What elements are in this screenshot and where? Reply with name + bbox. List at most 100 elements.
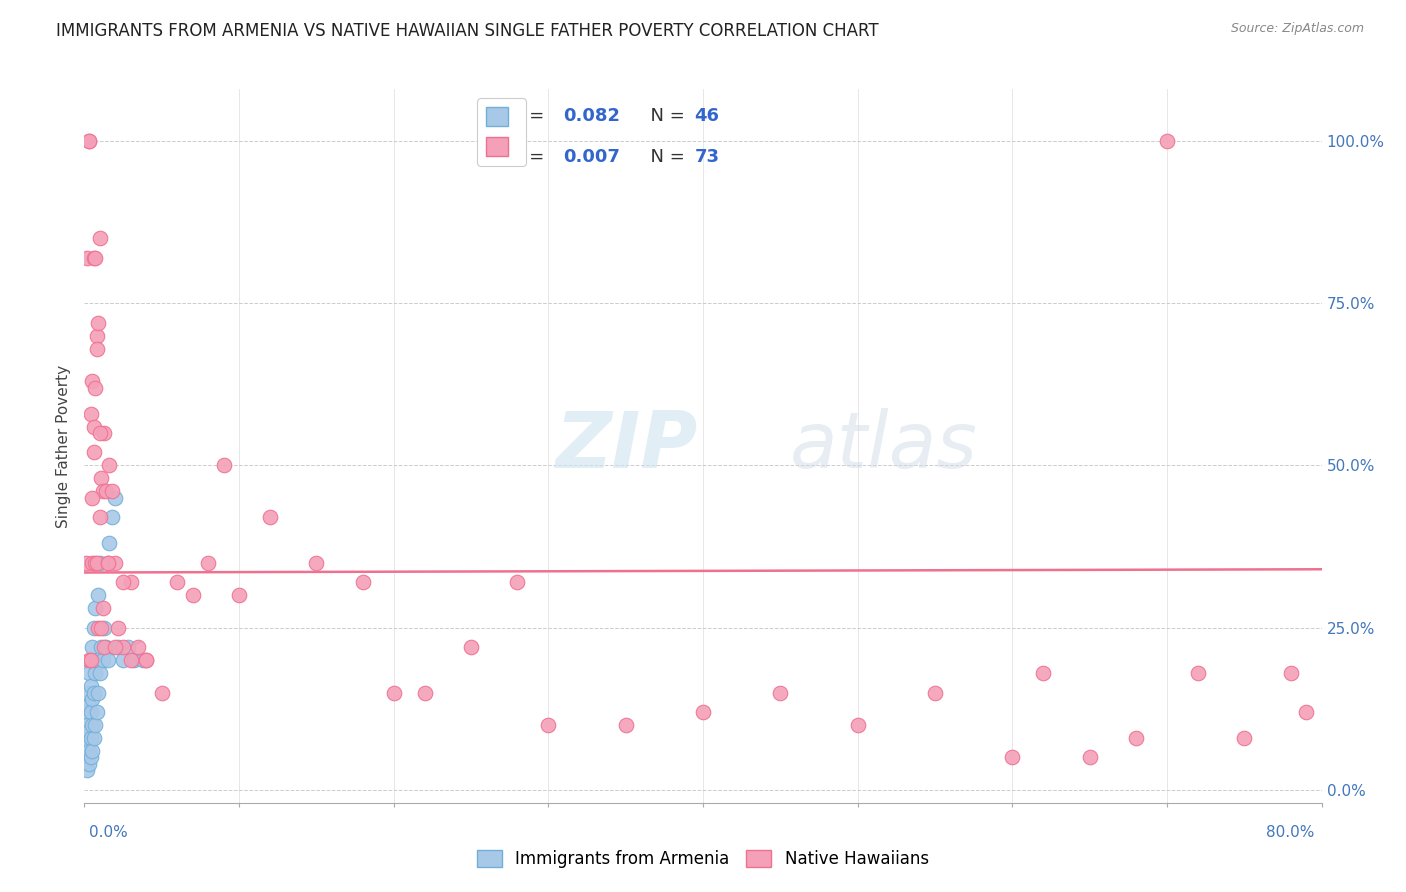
Point [460,640,482,654]
Point [90,621,112,635]
Text: 0.0%: 0.0% [89,825,128,840]
Point [84,381,107,395]
Point [82,718,104,732]
Text: R =: R = [512,107,550,125]
Point [94,484,117,499]
Point [89,666,111,681]
Y-axis label: Single Father Poverty: Single Father Poverty [56,365,72,527]
Point [135,653,157,667]
Point [1156,134,1178,148]
Point [98,458,121,473]
Point [75,750,97,764]
Text: 73: 73 [695,148,720,166]
Point [91,484,114,499]
Point [112,653,135,667]
Point [104,640,127,654]
Point [76,718,98,732]
Text: 0.082: 0.082 [564,107,620,125]
Point [83,731,105,745]
Point [107,621,129,635]
Point [83,251,105,265]
Point [79,653,101,667]
Point [91,653,114,667]
Point [77,698,100,713]
Point [77,744,100,758]
Point [76,764,98,778]
Point [79,705,101,719]
Point [112,640,135,654]
Point [1295,705,1317,719]
Point [506,575,529,590]
Point [89,556,111,570]
Point [79,731,101,745]
Point [166,575,188,590]
Text: Source: ZipAtlas.com: Source: ZipAtlas.com [1230,22,1364,36]
Point [84,251,107,265]
Point [97,653,120,667]
Point [228,588,250,602]
Point [83,419,105,434]
Text: IMMIGRANTS FROM ARMENIA VS NATIVE HAWAIIAN SINGLE FATHER POVERTY CORRELATION CHA: IMMIGRANTS FROM ARMENIA VS NATIVE HAWAII… [56,22,879,40]
Point [117,640,139,654]
Point [112,575,135,590]
Text: 0.007: 0.007 [564,148,620,166]
Point [86,342,108,356]
Point [537,718,560,732]
Point [97,556,120,570]
Point [87,621,110,635]
Point [1233,731,1256,745]
Text: 46: 46 [695,107,720,125]
Point [75,705,97,719]
Point [1032,666,1054,681]
Point [75,731,97,745]
Point [82,640,104,654]
Point [79,653,101,667]
Point [82,556,104,570]
Point [1125,731,1147,745]
Point [212,458,235,473]
Point [128,640,150,654]
Point [104,491,127,505]
Point [75,556,97,570]
Point [77,134,100,148]
Point [101,484,124,499]
Point [150,685,173,699]
Point [84,666,107,681]
Point [1279,666,1302,681]
Point [1078,750,1101,764]
Point [84,601,107,615]
Point [97,556,120,570]
Point [82,744,104,758]
Point [89,510,111,524]
Point [77,756,100,771]
Point [79,750,101,764]
Text: atlas: atlas [790,408,977,484]
Point [86,705,108,719]
Point [924,685,946,699]
Point [86,653,108,667]
Point [305,556,328,570]
Point [104,556,127,570]
Text: R =: R = [512,148,550,166]
Text: N =: N = [638,107,690,125]
Point [197,556,219,570]
Point [94,640,117,654]
Point [76,251,98,265]
Point [77,666,100,681]
Point [79,407,101,421]
Point [413,685,436,699]
Point [82,374,104,388]
Point [93,640,115,654]
Point [1187,666,1209,681]
Point [93,621,115,635]
Legend: , : , [477,98,526,166]
Point [181,588,204,602]
Point [76,685,98,699]
Text: ZIP: ZIP [554,408,697,484]
Point [93,425,115,440]
Point [86,556,108,570]
Point [87,685,110,699]
Point [352,575,374,590]
Point [120,653,142,667]
Point [83,685,105,699]
